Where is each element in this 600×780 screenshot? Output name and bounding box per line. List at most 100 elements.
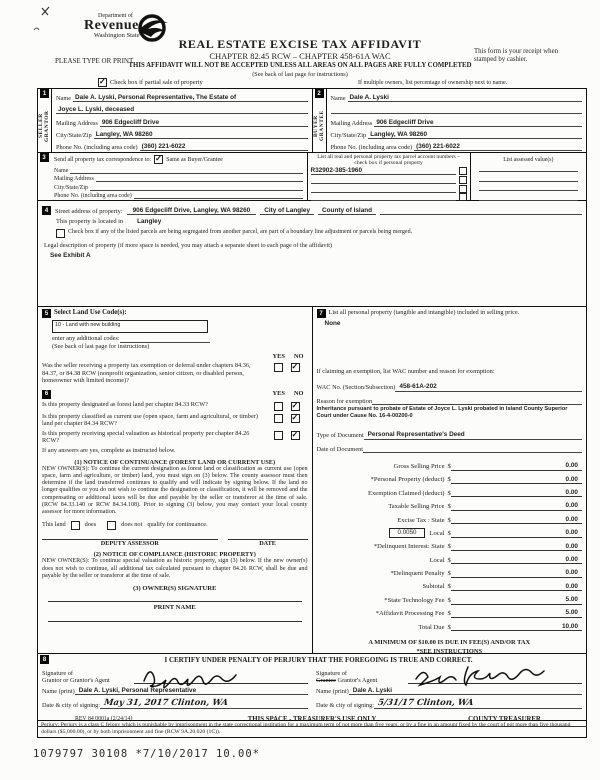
section-7-badge: 7 — [316, 309, 326, 318]
does-label: does — [84, 521, 97, 529]
fee-label: *Affidavit Processing Fee — [375, 610, 445, 618]
county-of-value: County of Island — [318, 207, 377, 215]
fee-value: 0.00 — [565, 569, 578, 577]
section-5-badge: 5 — [42, 309, 51, 318]
buyer-address-value: 906 Edgecliff Drive — [374, 119, 582, 127]
buyer-section: 2 BUYER GRANTEE Name Dale A. Lyski Maili… — [311, 89, 587, 152]
dollar-sign: $ — [447, 623, 451, 631]
assessor-date-label: DATE — [227, 538, 308, 547]
type-of-document-label: Type of Document — [316, 432, 364, 440]
grantee-agent-signature — [415, 666, 545, 687]
seller-grantor-side-label: SELLER GRANTOR — [38, 110, 51, 142]
owners-signature-label: (3) OWNER(S) SIGNATURE — [133, 584, 217, 592]
dollar-sign: $ — [447, 489, 451, 497]
notice-continuance-text: NEW OWNER(S): To continue the current de… — [42, 466, 308, 515]
fee-label: Gross Selling Price — [393, 462, 445, 470]
if-yes-instruction: If any answers are yes, complete as inst… — [42, 447, 176, 455]
dollar-sign: $ — [447, 529, 451, 537]
form-title: REAL ESTATE EXCISE TAX AFFIDAVIT — [178, 37, 422, 51]
this-land-label: This land — [42, 521, 66, 529]
perjury-statement: Perjury: Perjury is a class C felony whi… — [38, 720, 586, 737]
dollar-sign: $ — [447, 462, 451, 470]
tax-exemption-question: Was the seller receiving a property tax … — [42, 362, 251, 385]
print-name-label: PRINT NAME — [153, 604, 196, 612]
form-subtitle: CHAPTER 82.45 RCW – CHAPTER 458-61A WAC — [209, 51, 391, 61]
street-address-label: Street address of property: — [55, 208, 123, 215]
additional-codes-blank — [119, 334, 210, 343]
fee-value: 0.00 — [565, 475, 578, 483]
legal-description-value: See Exhibit A — [50, 252, 91, 259]
buyer-name-value: Dale A. Lyski — [347, 94, 582, 103]
claiming-exemption-label: If claiming an exemption, list WAC numbe… — [316, 367, 495, 375]
seller-name-label: Name — [56, 95, 72, 103]
logo-state-text: Washington State — [94, 32, 140, 39]
land-use-title: Select Land Use Code(s): — [54, 309, 127, 317]
fee-label: Subtotal — [422, 583, 445, 591]
buyer-grantee-side-label: BUYER GRANTEE — [312, 110, 325, 142]
county-treasurer-label: COUNTY TREASURER — [468, 716, 541, 723]
fee-label: *Delinquent Penalty — [390, 570, 445, 578]
land-does-checkbox — [70, 520, 80, 530]
dollar-sign: $ — [447, 570, 451, 578]
fee-label: Local — [429, 556, 445, 564]
buyer-phone-label: Phone No. (including area code) — [330, 143, 413, 151]
parcel-personal-checkbox-4 — [458, 193, 467, 202]
corr-phone-label: Phone No. (including area code) — [54, 193, 132, 200]
dollar-sign: $ — [447, 503, 451, 511]
current-use-question: Is this property classified as current u… — [42, 412, 258, 428]
dollar-sign: $ — [447, 543, 451, 551]
street-address-value: 906 Edgecliff Drive, Langley, WA 98260 — [126, 207, 257, 215]
fee-label: Local — [429, 529, 445, 537]
dollar-sign: $ — [447, 516, 451, 524]
historic-property-question: Is this property receiving special valua… — [42, 429, 250, 444]
qualify-label: qualify for continuance. — [147, 521, 208, 529]
fee-value: 0.00 — [565, 542, 578, 550]
assessed-blank-line — [478, 191, 578, 201]
logo-dept-text: Department of — [98, 13, 133, 19]
grantee-struck-word: Grantee — [316, 676, 336, 684]
yes-header: YES — [272, 352, 285, 360]
cashier-receipt-stamp: 1079797 30108 *7/10/2017 10.00* — [33, 748, 260, 760]
fee-value: 5.00 — [565, 596, 578, 604]
fee-value: 0.00 — [565, 462, 578, 470]
land-does-not-checkbox — [107, 520, 117, 530]
segregated-checkbox — [56, 229, 65, 238]
reason-exemption-label: Reason for exemption — [316, 397, 373, 405]
logo-revenue-text: Revenue — [84, 18, 139, 33]
grantee-name-print-label: Name (print) — [316, 688, 349, 695]
buyer-phone-value: (360) 221-6022 — [414, 143, 582, 151]
assessed-blank-line — [478, 182, 578, 192]
partial-sale-checkbox — [98, 77, 107, 87]
notice-continuance-title: (1) NOTICE OF CONTINUANCE (FOREST LAND O… — [74, 458, 276, 466]
certify-statement: I CERTIFY UNDER PENALTY OF PERJURY THAT … — [164, 655, 473, 664]
land-use-code-value: 10 - Land with new building — [52, 320, 208, 333]
personal-property-list-label: List all personal property (tangible and… — [328, 309, 520, 316]
current-use-no-checkbox — [290, 413, 300, 423]
seller-section: 1 SELLER GRANTOR Name Dale A. Lyski, Per… — [38, 89, 312, 152]
dollar-sign: $ — [447, 583, 451, 591]
land-use-column: 5 Select Land Use Code(s): 10 - Land wit… — [38, 307, 312, 653]
date-of-document-blank — [363, 452, 582, 454]
fee-value: 0.00 — [565, 582, 578, 590]
property-located-label: This property is located in — [56, 218, 124, 225]
fee-label: Excise Tax : State — [397, 516, 445, 524]
section-3-badge: 3 — [39, 153, 49, 162]
fee-value: 0.00 — [565, 555, 578, 563]
owner-signature-blank-line — [48, 592, 302, 603]
fee-label: Taxable Selling Price — [388, 503, 445, 511]
buyer-name-label: Name — [330, 95, 346, 103]
seller-name-value: Dale A. Lyski, Personal Representative, … — [73, 94, 308, 103]
section-1-badge: 1 — [40, 89, 49, 98]
see-instructions-note: *SEE INSTRUCTIONS — [416, 647, 483, 655]
exemption-fees-column: 7 List all personal property (tangible a… — [311, 307, 587, 655]
reason-exemption-line — [372, 403, 582, 405]
print-name-blank-line — [48, 612, 302, 623]
same-as-buyer-checkbox — [154, 154, 164, 164]
reason-exemption-value: Inheritance pursuant to probate of Estat… — [316, 405, 568, 419]
buyer-city-value: Langley, WA 98260 — [368, 131, 582, 139]
personal-property-list-value: None — [324, 320, 341, 327]
section-8-badge: 8 — [40, 655, 49, 664]
dollar-sign: $ — [447, 476, 451, 484]
minimum-fee-note: A MINIMUM OF $10.00 IS DUE IN FEE(S) AND… — [368, 639, 531, 647]
